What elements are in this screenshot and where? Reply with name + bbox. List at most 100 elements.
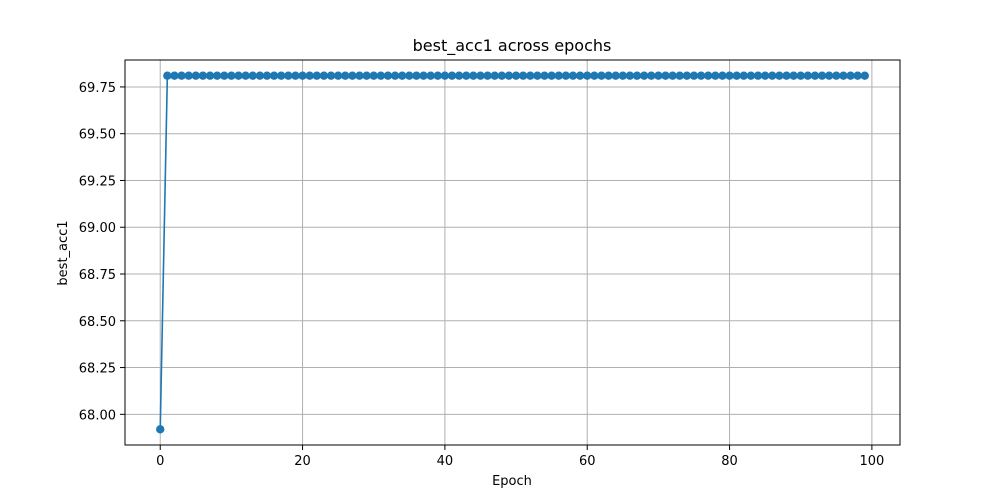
data-point bbox=[796, 71, 805, 80]
data-point bbox=[753, 71, 763, 80]
data-point bbox=[711, 71, 720, 80]
data-point bbox=[860, 71, 869, 80]
data-point bbox=[383, 71, 393, 80]
data-point bbox=[803, 71, 813, 80]
data-point bbox=[561, 71, 571, 80]
data-point bbox=[746, 71, 756, 80]
data-point bbox=[262, 71, 272, 80]
data-point bbox=[518, 71, 528, 80]
data-point bbox=[654, 71, 663, 80]
x-axis: 0 20 40 60 80 100 bbox=[156, 445, 884, 469]
y-tick-label: 68.50 bbox=[79, 315, 116, 330]
data-point bbox=[305, 71, 314, 80]
grid bbox=[125, 60, 900, 445]
data-point bbox=[504, 71, 514, 80]
data-point bbox=[568, 71, 578, 80]
y-tick-label: 68.25 bbox=[79, 362, 116, 377]
data-point bbox=[341, 71, 350, 80]
data-point bbox=[447, 71, 457, 80]
x-tick-label: 60 bbox=[579, 454, 596, 469]
data-point bbox=[824, 71, 834, 80]
data-point bbox=[661, 71, 670, 80]
y-tick-label: 68.00 bbox=[79, 408, 116, 423]
data-point bbox=[632, 71, 642, 80]
data-point bbox=[405, 71, 414, 80]
y-tick-label: 69.50 bbox=[79, 128, 116, 143]
y-tick-label: 69.25 bbox=[79, 174, 116, 189]
x-tick-label: 20 bbox=[294, 454, 311, 469]
y-tick-label: 69.75 bbox=[79, 81, 116, 96]
y-axis: 68.00 68.25 68.50 68.75 69.00 69.25 69.50 69.75 bbox=[79, 81, 125, 423]
chart-title: best_acc1 across epochs bbox=[413, 36, 612, 56]
x-axis-label: Epoch bbox=[492, 474, 532, 489]
data-point bbox=[255, 71, 265, 80]
data-point bbox=[198, 71, 208, 80]
data-point bbox=[618, 71, 628, 80]
data-point bbox=[333, 71, 343, 80]
data-point bbox=[739, 71, 748, 80]
data-point bbox=[212, 71, 222, 80]
y-tick-label: 68.75 bbox=[79, 268, 116, 283]
data-point bbox=[348, 71, 357, 80]
data-point bbox=[426, 71, 435, 80]
series-line bbox=[159, 74, 865, 430]
data-point bbox=[355, 71, 364, 80]
data-point bbox=[277, 71, 286, 80]
data-point bbox=[597, 71, 606, 80]
data-point bbox=[483, 71, 492, 80]
data-point bbox=[725, 71, 734, 80]
data-point bbox=[319, 71, 329, 80]
data-point bbox=[625, 71, 635, 80]
plot-frame bbox=[124, 59, 901, 446]
data-point bbox=[156, 425, 165, 434]
data-point bbox=[839, 71, 848, 80]
data-point bbox=[575, 71, 585, 80]
data-point bbox=[689, 71, 699, 80]
data-point bbox=[476, 71, 485, 80]
data-point bbox=[205, 71, 215, 80]
data-point bbox=[220, 71, 229, 80]
data-point bbox=[369, 71, 378, 80]
data-point bbox=[718, 71, 727, 80]
data-point bbox=[234, 71, 243, 80]
y-tick-label: 69.00 bbox=[79, 221, 116, 236]
data-point bbox=[397, 71, 407, 80]
data-point bbox=[248, 71, 257, 80]
data-point bbox=[732, 71, 741, 80]
data-point bbox=[269, 71, 279, 80]
data-point bbox=[817, 71, 827, 80]
data-point bbox=[639, 71, 649, 80]
data-point bbox=[696, 71, 706, 80]
data-point bbox=[390, 71, 400, 80]
data-point bbox=[782, 71, 791, 80]
data-point bbox=[227, 71, 236, 80]
data-point bbox=[547, 71, 556, 80]
data-point bbox=[312, 71, 321, 80]
series-layer bbox=[156, 71, 869, 434]
data-point bbox=[590, 71, 599, 80]
data-point bbox=[511, 71, 521, 80]
data-point bbox=[846, 71, 855, 80]
data-point bbox=[177, 71, 186, 80]
data-point bbox=[760, 71, 770, 80]
data-point bbox=[440, 71, 450, 80]
data-point bbox=[604, 71, 613, 80]
data-point bbox=[682, 71, 692, 80]
data-point bbox=[533, 71, 542, 80]
data-point bbox=[668, 71, 677, 80]
data-point bbox=[789, 71, 798, 80]
x-tick-label: 0 bbox=[156, 454, 164, 469]
data-point bbox=[611, 71, 620, 80]
data-point bbox=[376, 71, 386, 80]
data-point bbox=[462, 71, 471, 80]
data-point bbox=[191, 71, 201, 80]
x-tick-label: 100 bbox=[859, 454, 884, 469]
data-point bbox=[284, 71, 293, 80]
data-point bbox=[490, 71, 499, 80]
data-point bbox=[291, 71, 300, 80]
data-point bbox=[419, 71, 428, 80]
data-point bbox=[583, 71, 592, 80]
data-point bbox=[832, 71, 841, 80]
data-point bbox=[810, 71, 820, 80]
